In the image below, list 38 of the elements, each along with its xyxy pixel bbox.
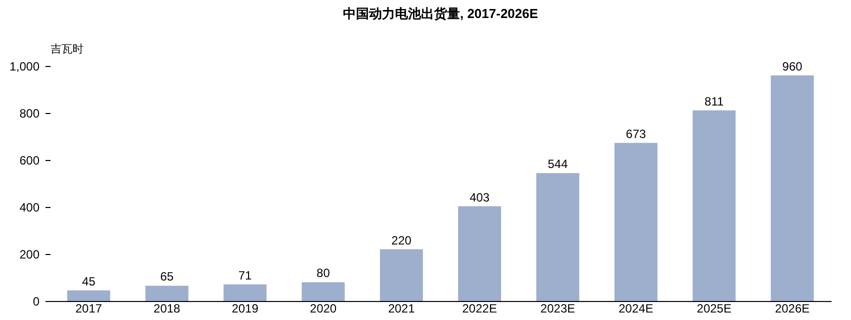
y-axis-title: 吉瓦时 xyxy=(50,42,84,56)
bar xyxy=(302,282,345,301)
data-label: 65 xyxy=(160,270,174,284)
bar xyxy=(614,142,658,301)
x-tick-label: 2018 xyxy=(154,302,181,316)
bar xyxy=(458,206,502,301)
data-label: 673 xyxy=(626,126,646,141)
bar xyxy=(536,173,580,301)
x-tick-label: 2024E xyxy=(618,302,654,316)
data-label: 45 xyxy=(82,274,96,288)
data-label: 403 xyxy=(470,190,490,204)
x-tick-label: 2022E xyxy=(462,302,497,316)
data-label: 80 xyxy=(316,266,330,280)
bar xyxy=(145,286,188,301)
bar xyxy=(770,75,814,301)
y-tick-label: 0 xyxy=(32,294,40,308)
data-label: 811 xyxy=(704,94,724,108)
data-label: 960 xyxy=(782,59,803,74)
data-label: 71 xyxy=(238,268,252,282)
x-tick-label: 2026E xyxy=(774,302,810,316)
y-tick-label: 200 xyxy=(19,248,40,262)
bar xyxy=(224,284,267,301)
x-tick-label: 2020 xyxy=(310,302,337,316)
x-tick-label: 2023E xyxy=(540,302,576,316)
bar xyxy=(692,110,736,301)
bar xyxy=(380,249,423,301)
y-tick-label: 400 xyxy=(19,200,40,214)
x-tick-label: 2025E xyxy=(696,302,732,316)
x-tick-label: 2021 xyxy=(388,302,416,316)
bar xyxy=(67,290,110,301)
y-tick-label: 600 xyxy=(19,154,40,168)
chart-title: 中国动力电池出货量, 2017-2026E xyxy=(342,6,538,21)
data-label: 220 xyxy=(391,233,412,248)
y-tick-label: 1,000 xyxy=(9,60,40,74)
x-tick-label: 2017 xyxy=(75,302,102,316)
y-tick-label: 800 xyxy=(19,106,40,120)
x-tick-label: 2019 xyxy=(232,302,259,316)
data-label: 544 xyxy=(548,157,568,172)
